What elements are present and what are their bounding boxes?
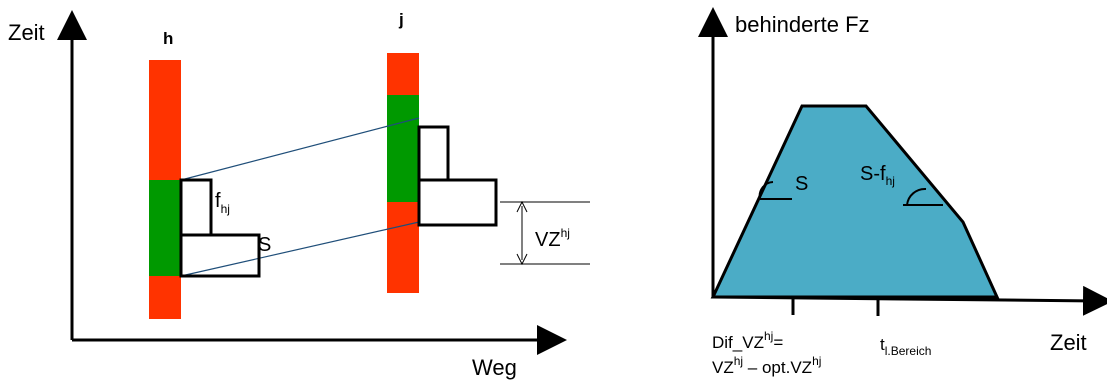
s-label-left: S bbox=[258, 234, 271, 256]
right-x-axis bbox=[712, 285, 1107, 316]
signal-h-bar bbox=[149, 60, 181, 319]
right-x-axis-label: Zeit bbox=[1050, 330, 1087, 355]
left-diagram: Zeit Weg h j fhj S bbox=[8, 10, 590, 380]
vz-arrow-bottom bbox=[516, 253, 528, 266]
signal-j-label: j bbox=[398, 10, 404, 29]
signal-j-bar bbox=[387, 53, 419, 293]
platoon-block-h bbox=[179, 178, 261, 278]
right-diagram: behinderte Fz Zeit S S-fhj Dif_VZhj= VZh… bbox=[698, 7, 1107, 377]
signal-h-green bbox=[149, 180, 181, 276]
angle-sf-arc bbox=[906, 187, 927, 206]
signal-h-red-bottom bbox=[149, 276, 181, 319]
vz-hj-label: VZhj bbox=[535, 226, 570, 251]
signal-j-red-top bbox=[387, 53, 419, 95]
blocked-vehicles-area bbox=[710, 104, 1000, 299]
dif-vz-label-line2: VZhj – opt.VZhj bbox=[712, 354, 821, 377]
left-y-axis-label: Zeit bbox=[8, 20, 45, 45]
t-bereich-label: tl.Bereich bbox=[880, 335, 931, 358]
angle-s-arc bbox=[758, 181, 774, 200]
progression-line-bottom bbox=[180, 221, 420, 277]
progression-line-top bbox=[180, 117, 420, 181]
dif-vz-label-line1: Dif_VZhj= bbox=[712, 329, 783, 352]
vz-arrow-top bbox=[516, 200, 528, 213]
angle-sf-label: S-fhj bbox=[860, 163, 895, 188]
signal-j-green bbox=[387, 95, 419, 202]
platoon-block-j bbox=[417, 125, 498, 227]
right-y-axis-label: behinderte Fz bbox=[735, 12, 870, 37]
signal-h-label: h bbox=[163, 29, 173, 48]
signal-h-red-top bbox=[149, 60, 181, 180]
angle-s-label: S bbox=[795, 173, 808, 195]
f-hj-label: fhj bbox=[215, 190, 230, 216]
signal-j-red-bottom bbox=[387, 202, 419, 293]
left-x-axis-label: Weg bbox=[472, 355, 517, 380]
